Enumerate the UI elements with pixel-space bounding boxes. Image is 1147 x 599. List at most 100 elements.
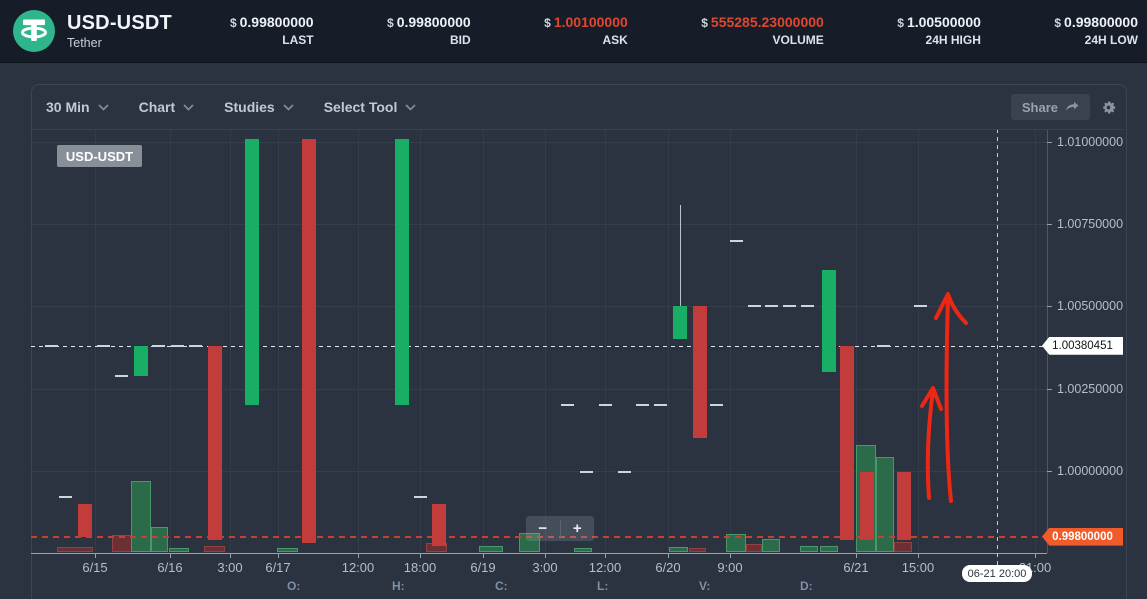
ticker-stats: $0.99800000 LAST $0.99800000 BID $1.00100000… xyxy=(230,13,1147,48)
ticker-stat: $1.00500000 24H HIGH xyxy=(897,13,981,48)
x-tick-mark xyxy=(545,554,546,558)
ticker-stat: $0.99800000 LAST xyxy=(230,13,314,48)
volume-bar xyxy=(876,457,894,552)
doji-candle xyxy=(877,344,890,347)
ticker-header: USD-USDT Tether $0.99800000 LAST $0.998000… xyxy=(0,0,1147,63)
doji-candle xyxy=(97,344,110,347)
x-tick-mark xyxy=(605,554,606,558)
currency-prefix: $ xyxy=(544,16,551,31)
dropdown-label: Chart xyxy=(138,99,176,115)
gear-icon[interactable] xyxy=(1100,98,1118,116)
h-gridline xyxy=(31,142,1047,144)
share-button[interactable]: Share xyxy=(1010,94,1090,120)
toolbar-dropdowns: 30 Min Chart Studies Select Tool xyxy=(32,99,417,115)
dropdown-interval[interactable]: 30 Min xyxy=(46,99,109,115)
x-axis-label: 6/17 xyxy=(265,560,291,575)
doji-candle xyxy=(414,496,427,499)
v-gridline xyxy=(918,129,919,552)
doji-candle xyxy=(580,471,593,474)
volume-bar xyxy=(151,527,168,552)
stat-value: $555285.23000000 xyxy=(701,14,824,31)
x-tick-mark xyxy=(278,554,279,558)
doji-candle xyxy=(561,404,574,407)
x-axis-label: 6/20 xyxy=(655,560,681,575)
share-button-label: Share xyxy=(1021,99,1058,115)
dropdown-select-tool[interactable]: Select Tool xyxy=(324,99,417,115)
x-tick-mark xyxy=(918,554,919,558)
v-gridline xyxy=(420,129,421,552)
v-gridline xyxy=(856,129,857,552)
dropdown-label: 30 Min xyxy=(46,99,90,115)
volume-bar xyxy=(800,546,818,552)
candlestick xyxy=(822,270,836,373)
stat-value: $0.99800000 xyxy=(229,14,314,31)
currency-prefix: $ xyxy=(701,16,708,31)
candlestick xyxy=(693,306,707,438)
x-axis-label: 3:00 xyxy=(532,560,558,575)
doji-candle xyxy=(783,305,796,308)
currency-prefix: $ xyxy=(1054,16,1062,31)
candlestick xyxy=(860,472,874,540)
stat-label: ASK xyxy=(602,33,628,47)
v-gridline xyxy=(170,129,171,552)
ohlc-label: H: xyxy=(392,579,405,593)
dropdown-chart-type[interactable]: Chart xyxy=(139,99,195,115)
x-axis-label: 6/21 xyxy=(843,560,869,575)
volume-bar xyxy=(894,542,912,552)
x-axis-label: 12:00 xyxy=(341,560,375,575)
doji-candle xyxy=(59,496,72,499)
zoom-in-button[interactable]: + xyxy=(561,516,595,541)
x-axis-line xyxy=(31,553,1047,554)
currency-prefix: $ xyxy=(897,16,904,31)
volume-bar xyxy=(689,548,706,552)
crosshair-line xyxy=(997,129,998,566)
session-low-badge: 0.99800000 xyxy=(1042,527,1123,546)
current-price-badge: 1.00380451 xyxy=(1042,336,1123,355)
crosshair-date-badge: 06-21 20:00 xyxy=(962,565,1032,582)
doji-candle xyxy=(618,471,631,474)
doji-candle xyxy=(189,344,202,347)
volume-bar xyxy=(204,546,225,552)
volume-bar xyxy=(574,548,592,552)
doji-candle xyxy=(152,344,165,347)
current-price-line xyxy=(31,345,1047,347)
zoom-controls: − + xyxy=(526,516,594,541)
doji-candle xyxy=(171,344,184,347)
zoom-divider xyxy=(559,520,561,537)
ticker-stat: $555285.23000000 VOLUME xyxy=(701,13,824,48)
v-gridline xyxy=(668,129,669,552)
v-gridline xyxy=(545,129,546,552)
pair-name: Tether xyxy=(67,35,102,50)
volume-bar xyxy=(479,546,503,552)
stat-value: $0.99800000 xyxy=(387,14,471,31)
volume-bar xyxy=(726,534,746,552)
stat-label: VOLUME xyxy=(772,33,824,47)
y-tick-mark xyxy=(1047,142,1052,144)
y-tick-mark xyxy=(1047,388,1052,390)
zoom-out-button[interactable]: − xyxy=(526,516,560,541)
x-axis-label: 15:00 xyxy=(901,560,935,575)
dropdown-studies[interactable]: Studies xyxy=(224,99,294,115)
ohlc-label: C: xyxy=(495,579,508,593)
h-gridline xyxy=(31,470,1047,472)
stat-value: $1.00500000 xyxy=(897,14,981,31)
x-tick-mark xyxy=(170,554,171,558)
ticker-stat: $0.99800000 BID xyxy=(387,13,471,48)
stat-label: 24H LOW xyxy=(1084,33,1138,47)
v-gridline xyxy=(605,129,606,552)
doji-candle xyxy=(654,404,667,407)
stat-value: $1.00100000 xyxy=(544,14,628,31)
doji-candle xyxy=(801,305,814,308)
v-gridline xyxy=(483,129,484,552)
v-gridline xyxy=(230,129,231,552)
x-tick-mark xyxy=(420,554,421,558)
doji-candle xyxy=(115,374,128,377)
ohlc-label: V: xyxy=(699,579,711,593)
y-tick-mark xyxy=(1047,470,1052,472)
x-axis-label: 12:00 xyxy=(588,560,622,575)
x-tick-mark xyxy=(856,554,857,558)
chart-panel xyxy=(31,84,1127,599)
chevron-down-icon xyxy=(405,103,417,111)
doji-candle xyxy=(765,305,778,308)
ticker-stat: $0.99800000 24H LOW xyxy=(1054,13,1138,48)
